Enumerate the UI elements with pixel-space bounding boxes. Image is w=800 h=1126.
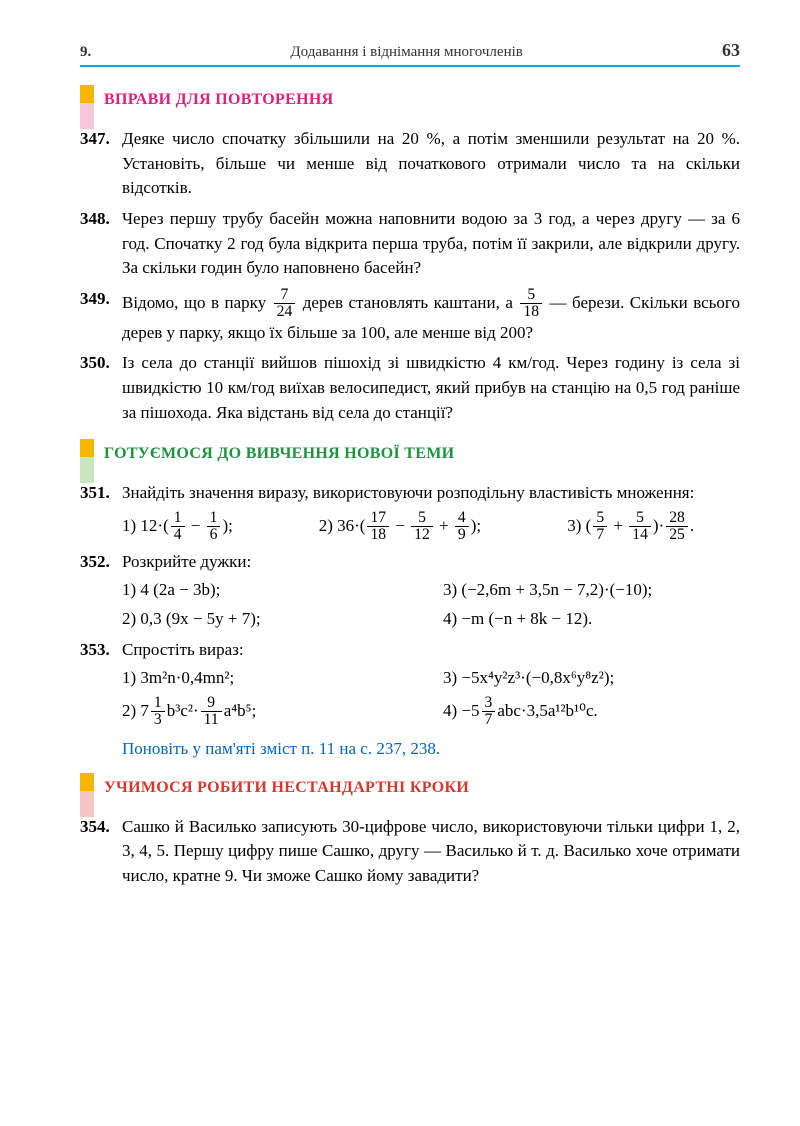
problem-text: Із села до станції вийшов пішохід зі шви… bbox=[122, 351, 740, 425]
section-marker-icon bbox=[80, 779, 94, 797]
problem-number: 349. bbox=[80, 287, 122, 345]
problem-text: Спростіть вираз: bbox=[122, 638, 740, 663]
section-nonstandard: УЧИМОСЯ РОБИТИ НЕСТАНДАРТНІ КРОКИ bbox=[80, 779, 740, 797]
problem-number: 353. bbox=[80, 638, 122, 729]
problem-348: 348. Через першу трубу басейн можна напо… bbox=[80, 207, 740, 281]
problem-349: 349. Відомо, що в парку 724 дерев станов… bbox=[80, 287, 740, 345]
problem-number: 351. bbox=[80, 481, 122, 543]
section-marker-icon bbox=[80, 445, 94, 463]
sub-item: 1) 3m²n·0,4mn²; bbox=[122, 666, 419, 691]
problem-354: 354. Сашко й Василько записують 30-цифро… bbox=[80, 815, 740, 889]
page-header: 9. Додавання і віднімання многочленів 63 bbox=[80, 40, 740, 67]
problem-353: 353. Спростіть вираз: 1) 3m²n·0,4mn²; 3)… bbox=[80, 638, 740, 729]
problem-text: Відомо, що в парку 724 дерев становлять … bbox=[122, 287, 740, 345]
section-newtopic: ГОТУЄМОСЯ ДО ВИВЧЕННЯ НОВОЇ ТЕМИ bbox=[80, 445, 740, 463]
problem-text: Деяке число спочатку збільшили на 20 %, … bbox=[122, 127, 740, 201]
problem-number: 350. bbox=[80, 351, 122, 425]
section-title: ВПРАВИ ДЛЯ ПОВТОРЕННЯ bbox=[104, 91, 740, 109]
fraction: 518 bbox=[520, 287, 542, 321]
sub-item: 4) −m (−n + 8k − 12). bbox=[443, 607, 740, 632]
fraction: 724 bbox=[274, 287, 296, 321]
chapter-num: 9. bbox=[80, 44, 91, 61]
section-title: УЧИМОСЯ РОБИТИ НЕСТАНДАРТНІ КРОКИ bbox=[104, 779, 740, 797]
problem-number: 347. bbox=[80, 127, 122, 201]
sub-item: 4) −537abc·3,5a¹²b¹⁰c. bbox=[443, 695, 740, 729]
sub-item: 1) 12·(14 − 16); bbox=[122, 510, 295, 544]
sub-item: 2) 36·(1718 − 512 + 49); bbox=[319, 510, 544, 544]
problem-text: Розкрийте дужки: bbox=[122, 550, 740, 575]
page-number: 63 bbox=[722, 40, 740, 61]
section-review: ВПРАВИ ДЛЯ ПОВТОРЕННЯ bbox=[80, 91, 740, 109]
problem-text: Знайдіть значення виразу, використовуючи… bbox=[122, 481, 740, 506]
problem-352: 352. Розкрийте дужки: 1) 4 (2a − 3b); 3)… bbox=[80, 550, 740, 632]
problem-text: Сашко й Василько записують 30-цифрове чи… bbox=[122, 815, 740, 889]
sub-item: 3) −5x⁴y²z³·(−0,8x⁶y⁸z²); bbox=[443, 666, 740, 691]
problem-number: 348. bbox=[80, 207, 122, 281]
sub-item: 3) (57 + 514)·2825. bbox=[567, 510, 740, 544]
problem-350: 350. Із села до станції вийшов пішохід з… bbox=[80, 351, 740, 425]
problem-347: 347. Деяке число спочатку збільшили на 2… bbox=[80, 127, 740, 201]
chapter-title: Додавання і віднімання многочленів bbox=[91, 44, 722, 61]
section-title: ГОТУЄМОСЯ ДО ВИВЧЕННЯ НОВОЇ ТЕМИ bbox=[104, 445, 740, 463]
problem-text: Через першу трубу басейн можна наповнити… bbox=[122, 207, 740, 281]
sub-items: 1) 3m²n·0,4mn²; 3) −5x⁴y²z³·(−0,8x⁶y⁸z²)… bbox=[122, 666, 740, 728]
sub-item: 2) 713b³c²·911a⁴b⁵; bbox=[122, 695, 419, 729]
sub-item: 1) 4 (2a − 3b); bbox=[122, 578, 419, 603]
sub-items: 1) 4 (2a − 3b); 3) (−2,6m + 3,5n − 7,2)·… bbox=[122, 578, 740, 631]
section-marker-icon bbox=[80, 91, 94, 109]
problem-number: 352. bbox=[80, 550, 122, 632]
problem-number: 354. bbox=[80, 815, 122, 889]
problem-351: 351. Знайдіть значення виразу, використо… bbox=[80, 481, 740, 543]
sub-items: 1) 12·(14 − 16); 2) 36·(1718 − 512 + 49)… bbox=[122, 510, 740, 544]
reference-note: Поновіть у пам'яті зміст п. 11 на с. 237… bbox=[122, 739, 740, 759]
sub-item: 2) 0,3 (9x − 5y + 7); bbox=[122, 607, 419, 632]
sub-item: 3) (−2,6m + 3,5n − 7,2)·(−10); bbox=[443, 578, 740, 603]
